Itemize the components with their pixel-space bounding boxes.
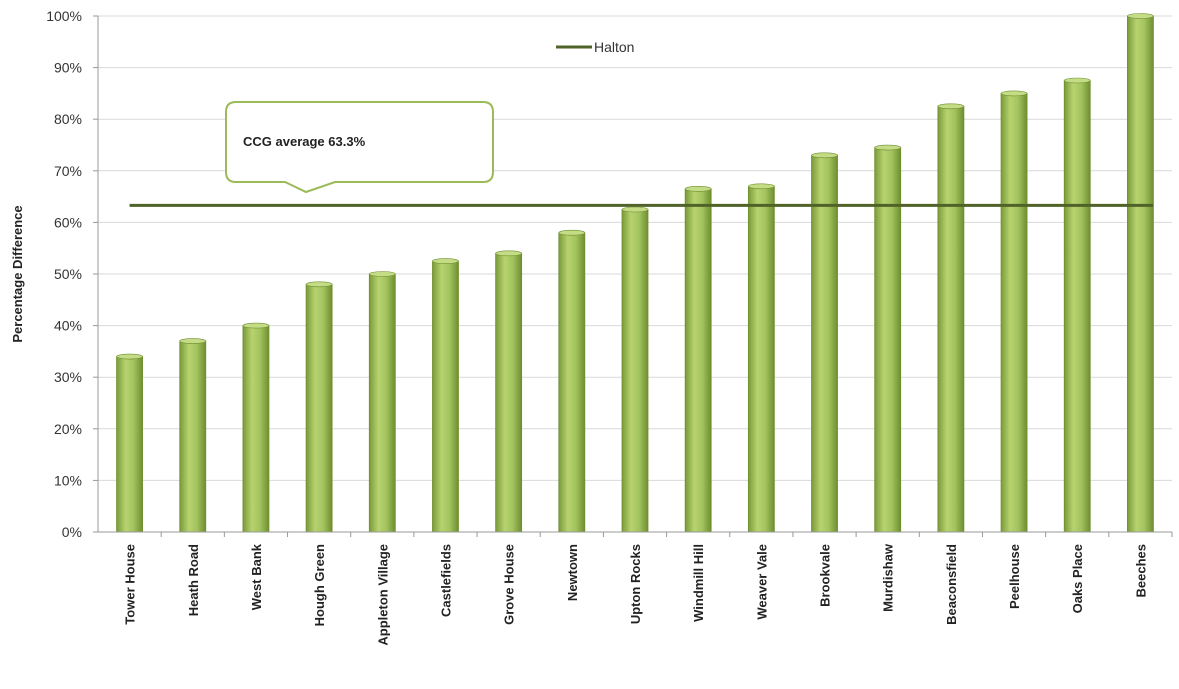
bar bbox=[242, 325, 270, 533]
bar bbox=[811, 154, 838, 533]
x-tick-label: Hough Green bbox=[312, 544, 327, 626]
bar bbox=[368, 273, 396, 533]
bar bbox=[684, 188, 712, 533]
x-tick-label: Murdishaw bbox=[881, 543, 896, 612]
x-axis-labels: Tower House Heath Road West Bank Hough Gree… bbox=[123, 532, 1173, 646]
x-tick-label: Heath Road bbox=[186, 544, 201, 616]
y-axis-ticks: 0% 10% 20% 30% 40% 50% 60% 70% 80% 90% 100% bbox=[46, 8, 99, 540]
bar bbox=[747, 185, 775, 533]
y-tick-label: 60% bbox=[54, 214, 82, 230]
bar bbox=[432, 260, 459, 533]
bar bbox=[179, 340, 207, 533]
bar-cap bbox=[368, 271, 396, 277]
bar-cap bbox=[937, 103, 965, 110]
x-tick-label: Grove House bbox=[502, 544, 517, 625]
x-tick-label: Tower House bbox=[123, 544, 138, 625]
y-tick-label: 30% bbox=[54, 369, 82, 385]
y-tick-label: 90% bbox=[54, 60, 82, 76]
y-tick-label: 40% bbox=[54, 318, 82, 334]
bar-cap bbox=[684, 186, 712, 192]
x-tick-label: Oaks Place bbox=[1070, 544, 1085, 613]
bar-cap bbox=[242, 322, 270, 329]
bar bbox=[558, 232, 586, 533]
bar-cap bbox=[1127, 13, 1154, 19]
y-tick-label: 10% bbox=[54, 472, 82, 488]
bar-cap bbox=[116, 353, 143, 360]
bar-cap bbox=[621, 206, 649, 213]
bars bbox=[116, 13, 1154, 533]
bar bbox=[937, 105, 965, 533]
bar-cap bbox=[305, 281, 333, 288]
ccg-average-callout: CCG average 63.3% bbox=[225, 101, 494, 194]
x-tick-label: Brookvale bbox=[818, 544, 833, 607]
bar-cap bbox=[1063, 77, 1091, 84]
bar-cap bbox=[179, 338, 207, 344]
y-tick-label: 80% bbox=[54, 111, 82, 127]
bar bbox=[621, 209, 649, 533]
bar-cap bbox=[811, 152, 838, 159]
bar-cap bbox=[874, 144, 902, 151]
legend: Halton bbox=[556, 39, 634, 55]
bar bbox=[874, 147, 902, 533]
bar bbox=[1063, 80, 1091, 533]
bar-cap bbox=[558, 229, 586, 236]
bar bbox=[116, 356, 143, 533]
y-tick-label: 70% bbox=[54, 163, 82, 179]
callout-text: CCG average 63.3% bbox=[243, 134, 366, 149]
x-tick-label: Appleton Village bbox=[375, 544, 390, 646]
bar bbox=[1127, 15, 1154, 533]
x-tick-label: Windmill Hill bbox=[691, 544, 706, 622]
bar bbox=[1000, 93, 1028, 533]
bar-cap bbox=[495, 250, 522, 257]
bar-cap bbox=[748, 183, 775, 190]
y-tick-label: 20% bbox=[54, 421, 82, 437]
x-tick-label: Peelhouse bbox=[1007, 544, 1022, 609]
bar-cap bbox=[1000, 90, 1028, 97]
x-tick-label: West Bank bbox=[249, 543, 264, 610]
y-tick-label: 50% bbox=[54, 266, 82, 282]
bar bbox=[495, 252, 523, 533]
x-tick-label: Upton Rocks bbox=[628, 544, 643, 624]
y-tick-label: 100% bbox=[46, 8, 82, 24]
x-tick-label: Beaconsfield bbox=[944, 544, 959, 625]
bar bbox=[305, 283, 333, 533]
callout-bubble bbox=[225, 101, 494, 194]
x-tick-label: Castlefields bbox=[438, 544, 453, 617]
x-tick-label: Beeches bbox=[1133, 544, 1148, 597]
x-tick-label: Weaver Vale bbox=[754, 544, 769, 620]
x-tick-label: Newtown bbox=[565, 544, 580, 601]
y-tick-label: 0% bbox=[62, 524, 82, 540]
y-axis-title: Percentage Difference bbox=[10, 205, 25, 342]
bar-cap bbox=[432, 258, 459, 264]
legend-label-halton: Halton bbox=[594, 39, 634, 55]
